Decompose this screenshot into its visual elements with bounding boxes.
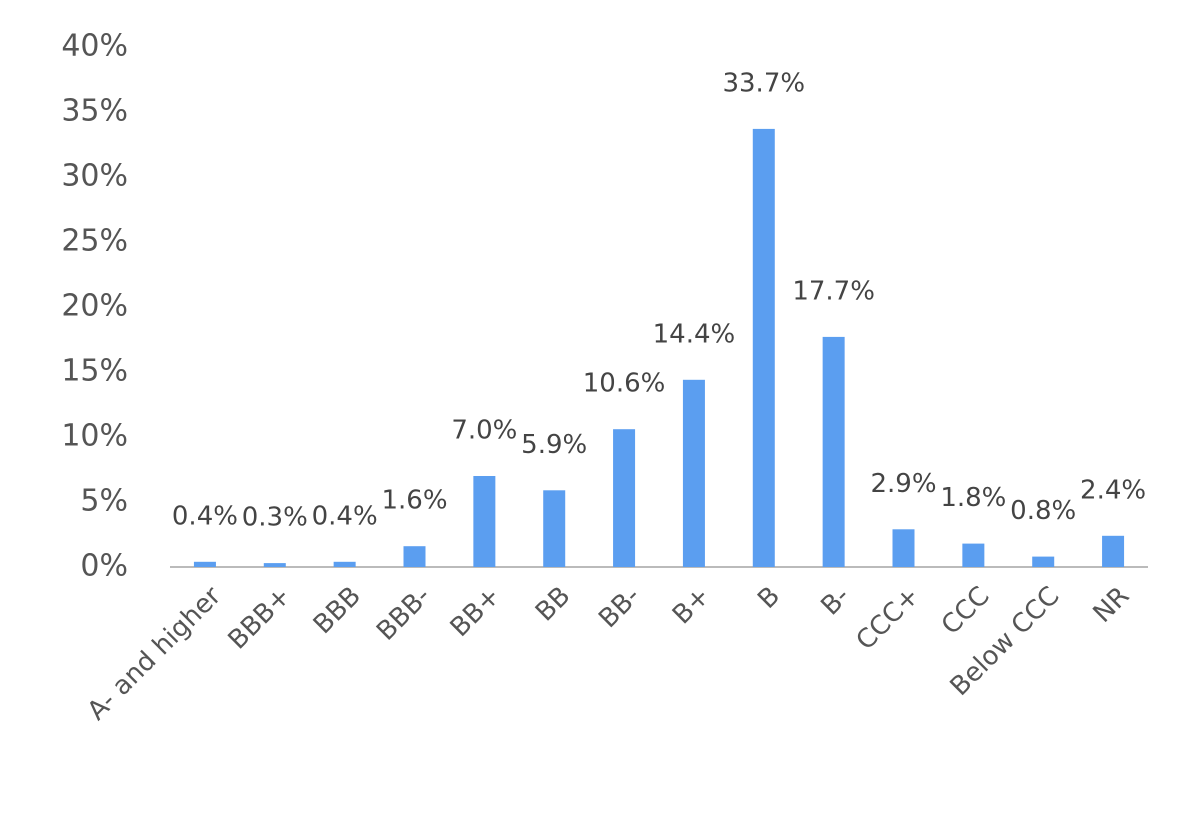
value-label: 17.7% [792,276,875,306]
bar [1032,556,1055,567]
bar [543,490,566,567]
value-label: 10.6% [583,369,666,399]
bar [1102,535,1125,567]
bar [682,379,705,567]
bar [403,546,426,567]
x-tick-label: B+ [667,581,716,630]
x-tick-label: B- [815,581,855,621]
x-tick-label: A- and higher [82,581,227,726]
x-tick-label: BB+ [445,581,507,643]
value-label: 14.4% [653,319,736,349]
x-tick-label: CCC+ [851,581,926,656]
x-tick-label: BB [530,581,576,627]
y-tick-label: 10% [61,419,128,454]
y-tick-label: 20% [61,289,128,324]
y-tick-label: 30% [61,159,128,194]
bar [193,561,216,567]
y-tick-label: 5% [80,484,128,519]
y-tick-label: 40% [61,29,128,64]
value-label: 1.8% [940,483,1006,513]
value-label: 7.0% [451,416,517,446]
bar [473,476,496,567]
bar [263,563,286,567]
value-label: 0.3% [242,503,308,533]
y-tick-label: 0% [80,549,128,584]
x-tick-label: B [752,581,786,615]
bar [892,529,915,567]
value-label: 0.8% [1010,496,1076,526]
x-tick-label: CCC [936,581,996,641]
bar [613,429,636,567]
x-tick-label: NR [1088,581,1136,629]
x-tick-label: BBB+ [223,581,297,655]
y-tick-label: 35% [61,94,128,129]
value-label: 0.4% [312,501,378,531]
bar [333,561,356,567]
x-tick-label: BB- [593,581,646,634]
x-tick-label: BBB [308,581,367,640]
value-label: 5.9% [521,430,587,460]
bar [752,128,775,567]
x-tick-label: BBB- [371,581,437,647]
value-label: 33.7% [722,68,805,98]
y-tick-label: 15% [61,354,128,389]
value-label: 0.4% [172,501,238,531]
y-tick-label: 25% [61,224,128,259]
value-label: 1.6% [381,486,447,516]
value-label: 2.9% [870,469,936,499]
bar [962,543,985,567]
bar [822,336,845,567]
value-label: 2.4% [1080,475,1146,505]
